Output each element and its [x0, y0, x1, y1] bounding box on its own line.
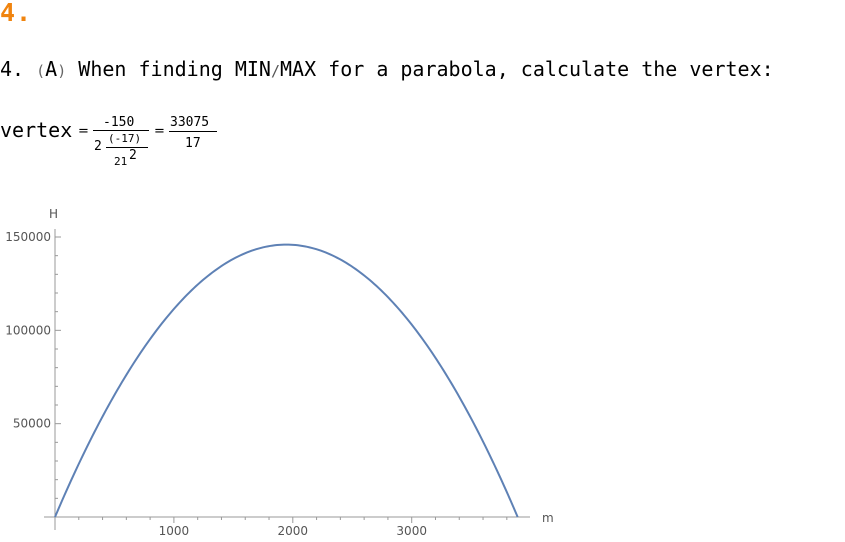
formula-result-bar [169, 131, 217, 132]
parabola-curve [54, 243, 519, 518]
formula-inner-denominator: 21 [114, 155, 128, 168]
slash-glyph: / [270, 62, 280, 80]
formula-numerator: -150 [103, 115, 135, 130]
formula-result-denominator: 17 [185, 136, 201, 151]
paren-open: ( [36, 62, 46, 80]
chart-minor-ticks [55, 255, 508, 520]
formula-equals-1: = [78, 124, 89, 139]
formula-inner-numerator: (-17) [108, 132, 142, 145]
chart-major-ticks: 1000 2000 3000 50000 100000 150000 [5, 230, 427, 538]
formula-inner-exponent: 2 [129, 148, 137, 163]
part-letter: A [45, 57, 58, 81]
formula-variable: vertex [0, 118, 73, 142]
section-heading: 4. [0, 0, 33, 27]
chart-axes [44, 229, 530, 530]
statement-text-before: When finding MIN [78, 57, 271, 81]
statement-text-after: MAX for a parabola, calculate the vertex… [279, 57, 774, 81]
y-tick-label: 150000 [5, 230, 51, 244]
formula-equals-2: = [154, 124, 165, 139]
paren-close: ) [57, 62, 67, 80]
y-tick-label: 100000 [5, 323, 51, 337]
x-axis-label: m [542, 511, 554, 525]
formula-inner-fraction-bar [106, 147, 148, 148]
formula-result-numerator: 33075 [170, 115, 210, 130]
formula-fraction-bar [93, 130, 149, 131]
x-tick-label: 3000 [396, 524, 427, 538]
y-tick-label: 50000 [13, 417, 51, 431]
x-tick-label: 2000 [278, 524, 309, 538]
problem-statement: 4. (A) When finding MIN/MAX for a parabo… [0, 57, 774, 81]
formula-den-coefficient: 2 [94, 139, 102, 154]
x-tick-label: 1000 [159, 524, 190, 538]
problem-number: 4. [0, 57, 25, 81]
y-axis-label: H [49, 207, 58, 221]
